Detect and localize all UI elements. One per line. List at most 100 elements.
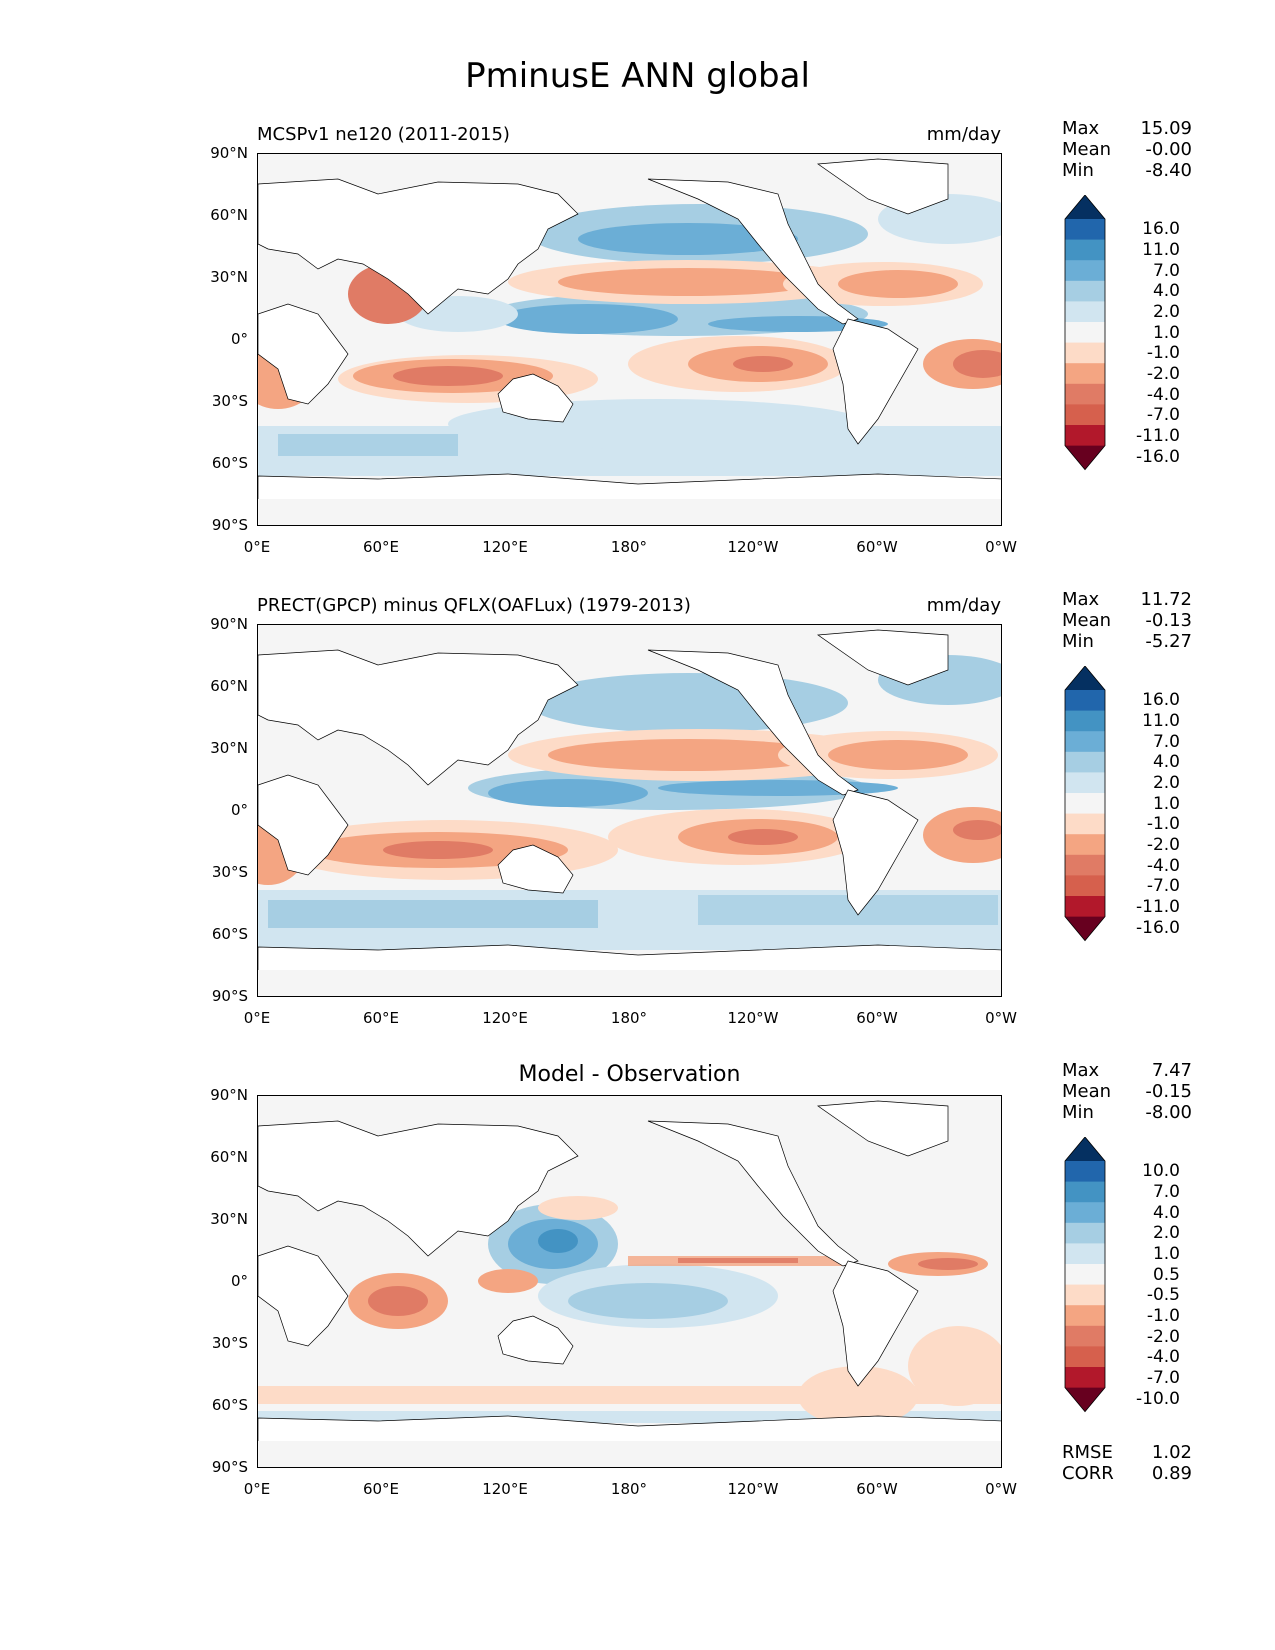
map-plot [257,1095,1002,1468]
africa-outline [258,303,349,405]
colorbar-tick-label: -4.0 [1146,856,1180,876]
colorbar-tick-label: 1.0 [1152,1244,1180,1264]
stats-box: Max 15.09 Mean -0.00 Min -8.40 [1062,118,1192,181]
figure-title: PminusE ANN global [465,56,810,96]
colorbar-cell [1065,363,1105,385]
colorbar-cell [1065,1161,1105,1183]
lon-label: 120°W [727,1009,779,1027]
colorbar-tick-label: 0.5 [1152,1265,1180,1285]
lat-label: 60°S [211,925,248,943]
metric-corr: 0.89 [1151,1463,1192,1484]
colorbar-cell [1065,404,1105,426]
colorbar-cell [1065,1202,1105,1224]
stat-mean: -0.00 [1145,139,1192,160]
colorbar-cell [1065,772,1105,794]
lat-label: 90°S [211,516,248,534]
lon-label: 0°E [243,1480,271,1498]
panel-observation: PRECT(GPCP) minus QFLX(OAFLux) (1979-201… [0,471,1275,1027]
colorbar-extend-bottom [1065,445,1105,470]
stats-box: Max 11.72 Mean -0.13 Min -5.27 [1062,589,1192,652]
colorbar-cell [1065,1325,1105,1347]
metric-label: RMSE [1062,1442,1113,1463]
panel-model: MCSPv1 ne120 (2011-2015) mm/day [0,0,1275,556]
stat-label: Min [1062,1102,1094,1123]
colorbar-outline [1064,195,1106,471]
lat-label: 30°N [210,268,248,286]
stat-label: Min [1062,631,1094,652]
colorbar-cell [1065,1367,1105,1389]
lat-label: 0° [230,801,248,819]
lon-label: 180° [610,538,648,556]
lon-label: 120°E [482,1480,528,1498]
lat-label: 90°N [210,1086,248,1104]
colorbar-tick-label: 16.0 [1142,690,1180,710]
colorbar-cell [1065,731,1105,753]
colorbar-svg [1064,1137,1106,1413]
colorbar-extend-bottom [1065,1387,1105,1412]
map-field-svg [258,629,1001,996]
lon-label: 180° [610,1480,648,1498]
map-plot [257,624,1002,997]
colorbar-tick-label: 2.0 [1152,1223,1180,1243]
greenland-outline [817,158,949,215]
colorbar-svg [1064,666,1106,942]
colorbar-cell [1065,896,1105,918]
colorbar-tick-label: -7.0 [1146,1368,1180,1388]
map-field-svg [258,158,1001,525]
colorbar-extend-top [1065,1137,1105,1161]
colorbar-tick-label: 4.0 [1152,752,1180,772]
metrics-box: RMSE 1.02 CORR 0.89 [1062,1442,1192,1484]
panel-title: MCSPv1 ne120 (2011-2015) [257,124,510,145]
lat-label: 60°N [210,206,248,224]
lon-label: 180° [610,1009,648,1027]
stat-label: Max [1062,1060,1100,1081]
colorbar-tick-label: -16.0 [1136,918,1180,938]
stat-mean: -0.13 [1145,610,1192,631]
colorbar-tick-label: -1.0 [1146,343,1180,363]
colorbar-cell [1065,1264,1105,1286]
colorbar-tick-label: 11.0 [1142,240,1180,260]
stat-max: 11.72 [1140,589,1192,610]
colorbar-tick-label: 7.0 [1152,732,1180,752]
lon-label: 0°E [243,538,271,556]
lat-label: 60°N [210,677,248,695]
colorbar-tick-label: -10.0 [1136,1389,1180,1409]
colorbar: 10.0 7.0 4.0 2.0 1.0 0.5 -0.5 -1.0 -2.0 … [1062,1137,1192,1437]
colorbar-cell [1065,1305,1105,1327]
stat-min: -8.40 [1145,160,1192,181]
colorbar-cell [1065,1222,1105,1244]
lon-label: 0°E [243,1009,271,1027]
metric-rmse: 1.02 [1151,1442,1192,1463]
colorbar-cell [1065,1243,1105,1265]
map-field-svg [258,1100,1001,1467]
colorbar: 16.0 11.0 7.0 4.0 2.0 1.0 -1.0 -2.0 -4.0… [1062,195,1192,495]
lon-label: 0°W [985,1480,1017,1498]
lon-label: 60°W [856,538,898,556]
colorbar-tick-label: -16.0 [1136,447,1180,467]
colorbar-svg [1064,195,1106,471]
colorbar-tick-label: 1.0 [1152,794,1180,814]
colorbar-tick-label: -7.0 [1146,405,1180,425]
colorbar-tick-label: -1.0 [1146,1306,1180,1326]
panel-units: mm/day [926,595,1001,616]
stat-label: Mean [1062,1081,1112,1102]
colorbar-cell [1065,260,1105,282]
colorbar-cell [1065,219,1105,241]
colorbar-cell [1065,793,1105,815]
colorbar-cell [1065,854,1105,876]
colorbar-tick-label: -4.0 [1146,385,1180,405]
lon-label: 0°W [985,1009,1017,1027]
stats-box: Max 7.47 Mean -0.15 Min -8.00 [1062,1060,1192,1123]
lat-label: 60°N [210,1148,248,1166]
australia-outline [497,373,574,423]
colorbar-tick-label: 7.0 [1152,1182,1180,1202]
colorbar-cell [1065,1284,1105,1306]
colorbar-cell [1065,239,1105,261]
panel-units: mm/day [926,124,1001,145]
colorbar-cell [1065,322,1105,344]
stat-max: 7.47 [1151,1060,1192,1081]
colorbar-tick-label: 4.0 [1152,281,1180,301]
colorbar-cell [1065,383,1105,405]
lon-label: 60°E [362,1009,400,1027]
lat-label: 90°S [211,987,248,1005]
